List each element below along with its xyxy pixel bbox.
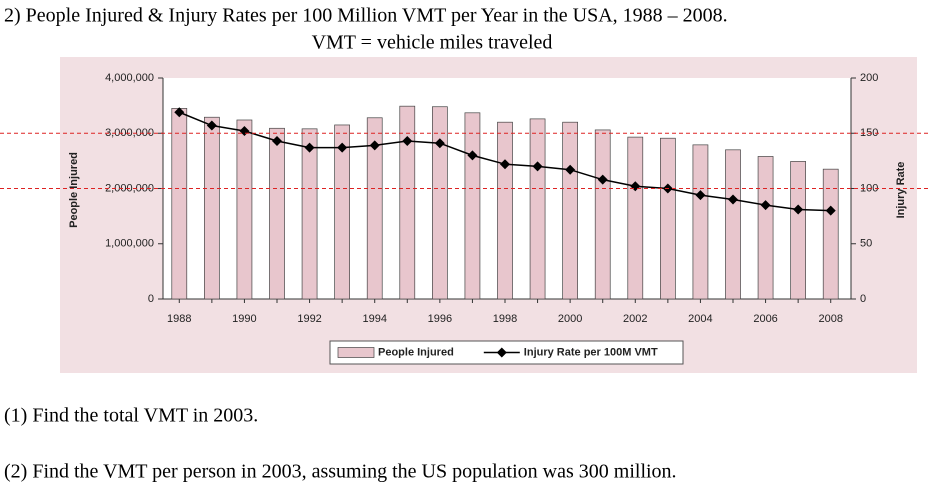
- marker: [467, 150, 478, 161]
- legend-swatch: [337, 347, 375, 358]
- marker: [695, 190, 706, 201]
- x-tick-label: 1990: [232, 313, 256, 325]
- bar: [627, 136, 644, 300]
- x-tick-label: 2006: [753, 313, 777, 325]
- bar: [725, 149, 741, 300]
- x-tick-label: 1994: [362, 313, 386, 325]
- bar: [497, 121, 513, 300]
- bar: [204, 116, 220, 300]
- legend-label: Injury Rate per 100M VMT: [524, 346, 658, 358]
- bar: [301, 128, 318, 300]
- x-tick-label: 1988: [167, 313, 191, 325]
- bar: [594, 129, 611, 300]
- marker: [532, 161, 543, 172]
- marker: [597, 174, 608, 185]
- marker: [337, 142, 348, 153]
- marker: [174, 107, 185, 118]
- bar: [660, 137, 676, 300]
- y-tick-label: 0: [148, 293, 154, 305]
- marker: [402, 135, 413, 146]
- chart-title: 2) People Injured & Injury Rates per 100…: [4, 5, 728, 27]
- chart-subtitle: VMT = vehicle miles traveled: [312, 32, 553, 54]
- bar: [171, 108, 188, 300]
- bar: [269, 127, 285, 300]
- question: (1) Find the total VMT in 2003.: [4, 405, 258, 427]
- x-tick-label: 2008: [818, 313, 842, 325]
- marker: [825, 205, 836, 216]
- question: (2) Find the VMT per person in 2003, ass…: [4, 461, 677, 483]
- marker: [565, 164, 576, 175]
- bar: [692, 144, 709, 300]
- marker: [272, 135, 282, 146]
- bar: [562, 121, 578, 300]
- marker: [206, 120, 217, 131]
- bar: [757, 156, 774, 300]
- marker: [728, 194, 738, 205]
- marker: [304, 142, 315, 153]
- x-tick-label: 2002: [623, 313, 647, 325]
- marker: [793, 204, 804, 215]
- bar: [399, 105, 416, 300]
- marker: [500, 159, 510, 170]
- y2-tick-label: 0: [860, 293, 866, 305]
- x-tick-label: 1998: [493, 313, 517, 325]
- marker: [760, 200, 771, 211]
- y2-tick-label: 200: [860, 72, 878, 84]
- bar: [236, 119, 253, 300]
- x-tick-label: 1992: [297, 313, 321, 325]
- marker: [434, 138, 445, 149]
- y-tick-label: 1,000,000: [105, 238, 154, 250]
- y-tick-label: 4,000,000: [105, 72, 154, 84]
- legend-swatch: [496, 347, 507, 358]
- x-tick-label: 1996: [428, 313, 452, 325]
- bar: [529, 118, 546, 300]
- x-tick-label: 2004: [688, 313, 712, 325]
- y-axis-label: People Injured: [68, 152, 80, 228]
- y2-tick-label: 50: [860, 238, 872, 250]
- bar: [790, 161, 806, 300]
- bar: [432, 106, 448, 300]
- marker: [369, 140, 380, 151]
- bar: [464, 112, 481, 300]
- legend-label: People Injured: [378, 346, 454, 358]
- x-tick-label: 2000: [558, 313, 582, 325]
- y2-axis-label: Injury Rate: [895, 162, 907, 219]
